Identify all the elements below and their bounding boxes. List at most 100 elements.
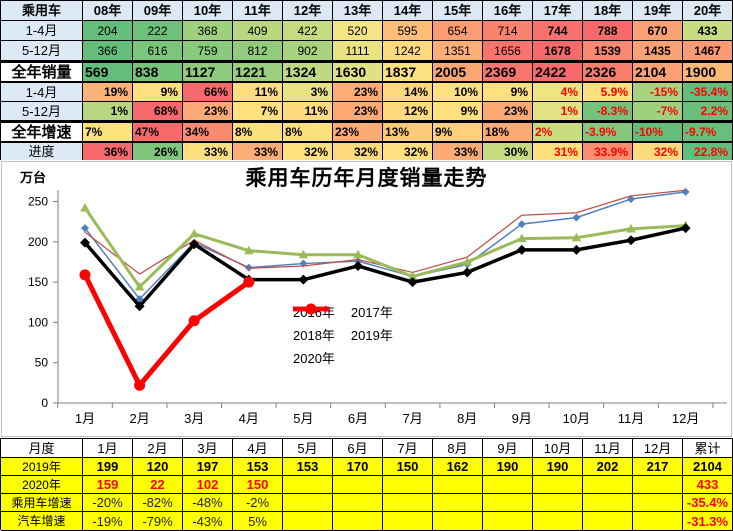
- table-cell[interactable]: 1656: [483, 41, 533, 61]
- table-cell[interactable]: 1%: [83, 102, 133, 121]
- table-cell[interactable]: 222: [133, 21, 183, 41]
- table-cell[interactable]: [633, 512, 683, 531]
- column-header-year-5[interactable]: 13年: [333, 1, 383, 21]
- table-cell[interactable]: 1900: [683, 61, 733, 83]
- column-header-month-10[interactable]: 10月: [533, 439, 583, 458]
- table-cell[interactable]: 32%: [633, 143, 683, 161]
- table-cell[interactable]: -3.9%: [583, 121, 633, 143]
- row-label[interactable]: 2020年: [1, 476, 83, 494]
- column-header-month-6[interactable]: 6月: [333, 439, 383, 458]
- table-cell[interactable]: [633, 476, 683, 494]
- legend-item-2020年[interactable]: 2020年: [293, 303, 335, 367]
- column-header-year-7[interactable]: 15年: [433, 1, 483, 21]
- table-cell[interactable]: -9.7%: [683, 121, 733, 143]
- table-cell[interactable]: 26%: [133, 143, 183, 161]
- table-cell[interactable]: 368: [183, 21, 233, 41]
- table-cell[interactable]: 23%: [333, 121, 383, 143]
- column-header-year-10[interactable]: 18年: [583, 1, 633, 21]
- table-cell[interactable]: 759: [183, 41, 233, 61]
- column-header-month-9[interactable]: 9月: [483, 439, 533, 458]
- column-header-month-7[interactable]: 7月: [383, 439, 433, 458]
- column-header-year-6[interactable]: 14年: [383, 1, 433, 21]
- table-cell[interactable]: [433, 512, 483, 531]
- table-cell[interactable]: -35.4%: [683, 494, 733, 512]
- column-header-month-8[interactable]: 8月: [433, 439, 483, 458]
- table-cell[interactable]: [483, 494, 533, 512]
- table-cell[interactable]: [433, 476, 483, 494]
- table-cell[interactable]: 11%: [283, 102, 333, 121]
- table-cell[interactable]: [633, 494, 683, 512]
- table-cell[interactable]: -2%: [233, 494, 283, 512]
- table-cell[interactable]: 22: [133, 476, 183, 494]
- table-cell[interactable]: 32%: [283, 143, 333, 161]
- table-cell[interactable]: 12%: [383, 102, 433, 121]
- table-cell[interactable]: 4%: [533, 83, 583, 102]
- table-cell[interactable]: [333, 494, 383, 512]
- table-cell[interactable]: 1221: [233, 61, 283, 83]
- table-cell[interactable]: [383, 476, 433, 494]
- table-cell[interactable]: 197: [183, 458, 233, 476]
- table-cell[interactable]: 23%: [183, 102, 233, 121]
- table-cell[interactable]: -82%: [133, 494, 183, 512]
- table-cell[interactable]: -48%: [183, 494, 233, 512]
- table-cell[interactable]: 13%: [383, 121, 433, 143]
- column-header-month-2[interactable]: 2月: [133, 439, 183, 458]
- table-cell[interactable]: -19%: [83, 512, 133, 531]
- table-cell[interactable]: [433, 494, 483, 512]
- table-cell[interactable]: 1678: [533, 41, 583, 61]
- column-header-year-9[interactable]: 17年: [533, 1, 583, 21]
- table-cell[interactable]: 23%: [483, 102, 533, 121]
- table-cell[interactable]: 595: [383, 21, 433, 41]
- table-cell[interactable]: 32%: [383, 143, 433, 161]
- column-header-month-12[interactable]: 12月: [633, 439, 683, 458]
- row-label[interactable]: 全年销量: [1, 61, 83, 83]
- column-header-year-1[interactable]: 09年: [133, 1, 183, 21]
- legend-item-2019年[interactable]: 2019年: [293, 304, 393, 344]
- table-cell[interactable]: 670: [633, 21, 683, 41]
- table-cell[interactable]: 1837: [383, 61, 433, 83]
- table-cell[interactable]: 7%: [233, 102, 283, 121]
- row-label[interactable]: 进度: [1, 143, 83, 161]
- table-cell[interactable]: [483, 512, 533, 531]
- table-cell[interactable]: 9%: [483, 83, 533, 102]
- table-cell[interactable]: [533, 494, 583, 512]
- table-cell[interactable]: 14%: [383, 83, 433, 102]
- table-cell[interactable]: 33.9%: [583, 143, 633, 161]
- table-cell[interactable]: 9%: [433, 121, 483, 143]
- column-header-month-3[interactable]: 3月: [183, 439, 233, 458]
- table-cell[interactable]: 2104: [683, 458, 733, 476]
- table-cell[interactable]: 150: [233, 476, 283, 494]
- row-label[interactable]: 乘用车增速: [1, 494, 83, 512]
- table-cell[interactable]: [383, 494, 433, 512]
- table-cell[interactable]: 150: [383, 458, 433, 476]
- table-cell[interactable]: 2104: [633, 61, 683, 83]
- table-corner-header[interactable]: 乘用车: [1, 1, 83, 21]
- table-cell[interactable]: 31%: [533, 143, 583, 161]
- table-cell[interactable]: 1435: [633, 41, 683, 61]
- table-cell[interactable]: 433: [683, 21, 733, 41]
- table-cell[interactable]: 2005: [433, 61, 483, 83]
- table-cell[interactable]: 838: [133, 61, 183, 83]
- table-cell[interactable]: 520: [333, 21, 383, 41]
- table-cell[interactable]: 1467: [683, 41, 733, 61]
- column-header-year-8[interactable]: 16年: [483, 1, 533, 21]
- column-header-year-3[interactable]: 11年: [233, 1, 283, 21]
- table-cell[interactable]: 1539: [583, 41, 633, 61]
- table-cell[interactable]: 812: [233, 41, 283, 61]
- table-cell[interactable]: 202: [583, 458, 633, 476]
- table-cell[interactable]: 569: [83, 61, 133, 83]
- column-header-year-12[interactable]: 20年: [683, 1, 733, 21]
- table-cell[interactable]: 422: [283, 21, 333, 41]
- table-cell[interactable]: 23%: [333, 102, 383, 121]
- column-header-month-4[interactable]: 4月: [233, 439, 283, 458]
- table-cell[interactable]: 23%: [333, 83, 383, 102]
- table-cell[interactable]: 2369: [483, 61, 533, 83]
- table-cell[interactable]: 8%: [283, 121, 333, 143]
- table-cell[interactable]: 33%: [233, 143, 283, 161]
- table-cell[interactable]: 22.8%: [683, 143, 733, 161]
- column-header-year-2[interactable]: 10年: [183, 1, 233, 21]
- table-cell[interactable]: 30%: [483, 143, 533, 161]
- row-label[interactable]: 汽车增速: [1, 512, 83, 531]
- table-cell[interactable]: 409: [233, 21, 283, 41]
- table-cell[interactable]: [583, 512, 633, 531]
